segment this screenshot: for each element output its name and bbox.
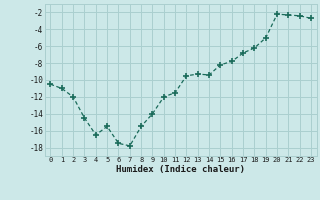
X-axis label: Humidex (Indice chaleur): Humidex (Indice chaleur) <box>116 165 245 174</box>
